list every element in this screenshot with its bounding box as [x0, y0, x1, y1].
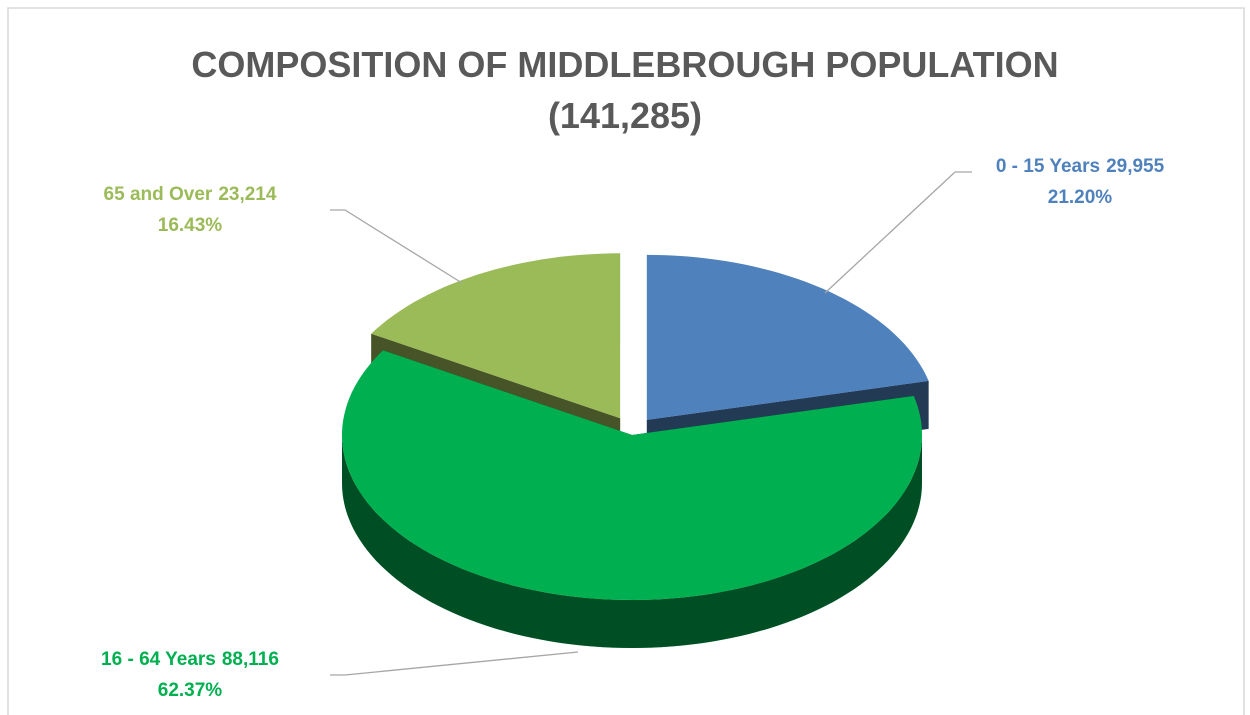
label-value: 29,955 [1106, 156, 1165, 177]
label-category: 0 - 15 Years [996, 156, 1100, 177]
data-label: 16 - 64 Years 88,116 [101, 649, 279, 670]
label-value: 23,214 [218, 184, 277, 205]
leader-line [330, 651, 579, 676]
chart-title: COMPOSITION OF MIDDLEBROUGH POPULATION [191, 44, 1058, 85]
data-label: 65 and Over 23,214 [104, 184, 277, 205]
chart-subtitle: (141,285) [548, 95, 702, 136]
pie-slice [342, 350, 922, 648]
slice-top [371, 253, 621, 419]
label-value: 88,116 [222, 649, 279, 670]
leader-line [824, 171, 972, 294]
label-percentage: 21.20% [1048, 187, 1113, 208]
slice-side-shade [342, 435, 922, 648]
chart-frame [7, 7, 1245, 715]
slice-top [646, 254, 929, 420]
leader-line [330, 209, 463, 284]
label-percentage: 62.37% [158, 680, 223, 701]
label-percentage: 16.43% [158, 215, 223, 236]
data-label: 0 - 15 Years 29,955 [996, 156, 1165, 177]
label-category: 65 and Over [104, 184, 213, 205]
slice-top [342, 350, 922, 600]
label-category: 16 - 64 Years [101, 649, 216, 670]
